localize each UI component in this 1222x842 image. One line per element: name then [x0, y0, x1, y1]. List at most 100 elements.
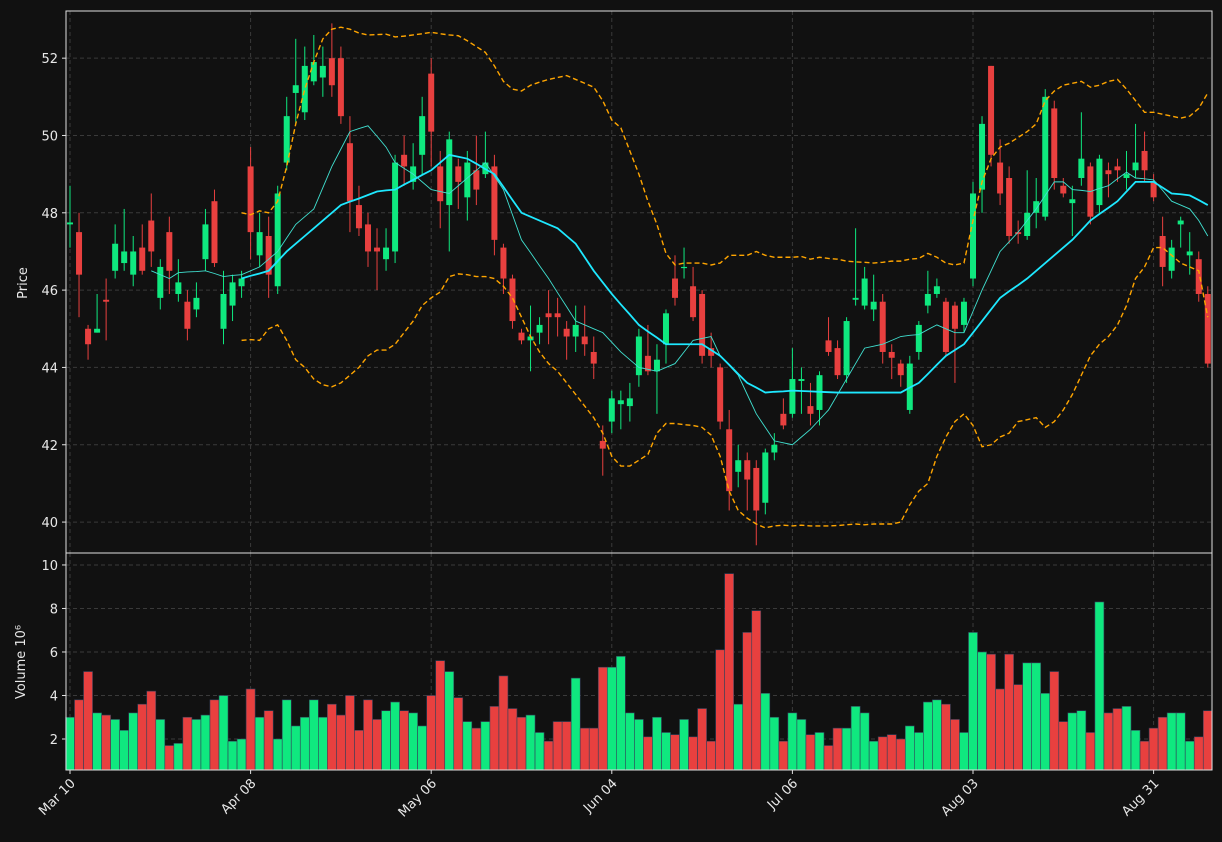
candle-body: [265, 235, 272, 275]
volume-bar: [1094, 601, 1105, 771]
volume-bar: [336, 714, 346, 771]
candle-body: [1060, 185, 1067, 194]
volume-bar: [363, 699, 373, 771]
volume-bar: [1085, 732, 1096, 771]
candle-body: [708, 348, 715, 356]
candle-body: [1132, 162, 1139, 171]
candle-body: [130, 251, 137, 275]
volume-bar: [83, 671, 93, 771]
candle-body: [446, 139, 453, 206]
candle-body: [653, 359, 660, 372]
candle-body: [1204, 293, 1211, 364]
candle-body: [166, 232, 173, 271]
candle-body: [1033, 201, 1040, 213]
volume-bar: [1067, 712, 1078, 771]
overlay-line: [241, 153, 1209, 394]
candle-body: [635, 336, 642, 376]
candle-body: [825, 340, 832, 352]
volume-bar: [489, 706, 500, 771]
volume-bar: [1058, 721, 1069, 771]
candle-body: [238, 278, 245, 287]
volume-bar: [1139, 740, 1150, 771]
volume-bar: [769, 716, 780, 771]
volume-bar: [814, 732, 825, 771]
volume-bar: [173, 743, 184, 771]
volume-bar: [453, 697, 464, 771]
candle-body: [1123, 174, 1130, 179]
candle-body: [590, 351, 597, 364]
candle-body: [383, 247, 390, 260]
y-tick-label: 50: [41, 129, 58, 144]
volume-bar: [796, 719, 807, 771]
volume-bar: [625, 712, 635, 771]
candle-body: [699, 293, 706, 356]
volume-bar: [914, 732, 924, 771]
volume-bar: [272, 738, 283, 771]
candle-body: [1015, 232, 1022, 235]
volume-bar: [579, 727, 590, 771]
candle-body: [328, 58, 335, 86]
candle-body: [789, 379, 796, 414]
volume-bar: [1049, 671, 1060, 771]
candle-body: [193, 297, 200, 310]
volume-bar: [65, 716, 75, 771]
volume-bar: [146, 690, 157, 771]
volume-bar: [281, 699, 292, 771]
volume-bar: [209, 699, 220, 771]
volume-bar: [859, 712, 870, 771]
candle-body: [292, 85, 299, 93]
candle-body: [807, 406, 814, 414]
price-axis-label: Price: [16, 267, 31, 299]
candle-body: [473, 170, 480, 190]
volume-bar: [543, 740, 554, 771]
volume-bar: [986, 653, 996, 771]
candle-body: [85, 328, 92, 345]
candle-body: [346, 143, 353, 202]
volume-bar: [1004, 653, 1014, 771]
volume-bar: [670, 734, 680, 771]
volume-bar: [227, 740, 238, 771]
candle-body: [780, 413, 787, 426]
candle-body: [644, 355, 651, 372]
y-tick-label: 40: [41, 516, 58, 531]
candle-body: [1114, 166, 1121, 171]
volume-bar: [119, 729, 129, 771]
candle-body: [626, 398, 633, 407]
volume-bar: [92, 712, 102, 771]
volume-bar: [751, 610, 762, 771]
volume-bar: [706, 740, 716, 771]
candle-body: [527, 336, 534, 341]
volume-bar: [886, 734, 897, 771]
candle-body: [1105, 170, 1112, 175]
candle-body: [283, 116, 290, 163]
volume-panel-frame: [65, 552, 1213, 771]
volume-bar: [1130, 729, 1141, 771]
candle-body: [681, 266, 688, 269]
candle-body: [997, 162, 1004, 194]
volume-bar: [841, 727, 852, 771]
volume-bar: [390, 701, 400, 771]
candle-body: [1042, 96, 1049, 217]
volume-bar: [516, 716, 527, 771]
volume-bar: [525, 714, 536, 771]
volume-bar: [200, 714, 211, 771]
candle-body: [1159, 235, 1166, 267]
volume-bar: [1076, 710, 1087, 771]
volume-bar: [697, 708, 707, 771]
volume-bar: [823, 745, 834, 771]
volume-bar: [1157, 716, 1168, 771]
volume-bar: [733, 703, 744, 771]
volume-bar: [1112, 708, 1123, 771]
volume-bar: [507, 708, 518, 771]
candle-body: [834, 348, 841, 376]
candle-body: [175, 282, 182, 294]
volume-bar: [652, 716, 662, 771]
volume-bar: [1121, 706, 1132, 771]
candle-body: [401, 154, 408, 167]
candle-body: [942, 301, 949, 352]
candle-body: [717, 367, 724, 422]
volume-bar: [254, 716, 265, 771]
volume-bar: [74, 699, 84, 771]
volume-bar: [597, 666, 608, 771]
